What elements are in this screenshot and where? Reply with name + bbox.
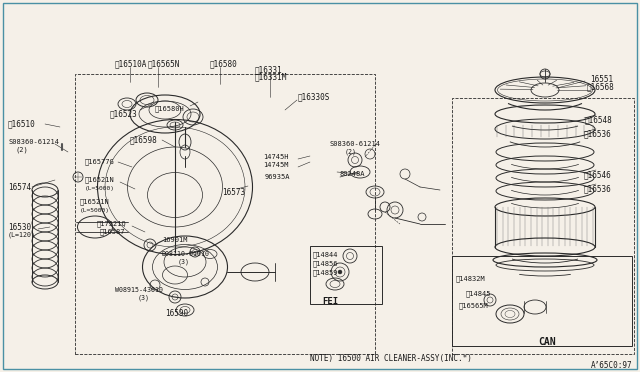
Text: ※16580H: ※16580H (155, 106, 185, 112)
Text: (2): (2) (345, 149, 357, 155)
Text: ※16598: ※16598 (130, 135, 157, 144)
Bar (75, 74, 375, 354)
Text: 14745M: 14745M (263, 162, 289, 168)
Text: (L=5000): (L=5000) (85, 186, 115, 190)
Text: 16574: 16574 (8, 183, 31, 192)
Text: ※16510: ※16510 (8, 119, 36, 128)
Text: (2): (2) (15, 147, 28, 153)
Text: ※16587: ※16587 (100, 229, 125, 235)
Text: ※14844: ※14844 (313, 252, 339, 258)
Text: 80248A: 80248A (340, 171, 365, 177)
Text: ※16580: ※16580 (210, 60, 237, 68)
Bar (310, 246, 382, 304)
Text: ※16330S: ※16330S (298, 93, 330, 102)
Text: ※16546: ※16546 (584, 170, 612, 180)
Text: 16901M: 16901M (162, 237, 188, 243)
Text: ※16331: ※16331 (255, 65, 283, 74)
Text: (L=5000): (L=5000) (80, 208, 110, 212)
Text: W08915-43610: W08915-43610 (115, 287, 163, 293)
Text: A’65C0:97: A’65C0:97 (590, 360, 632, 369)
Text: ※17521Q: ※17521Q (97, 221, 127, 227)
Text: 14745H: 14745H (263, 154, 289, 160)
Text: ※16577G: ※16577G (85, 159, 115, 165)
Text: ※16565M: ※16565M (459, 303, 489, 309)
Text: ※16510A: ※16510A (115, 60, 147, 68)
Text: NOTE) 16500 AIR CLEANER-ASSY(INC.*): NOTE) 16500 AIR CLEANER-ASSY(INC.*) (310, 353, 472, 362)
Text: 16530: 16530 (8, 222, 31, 231)
Text: ※14845: ※14845 (466, 291, 492, 297)
Bar (452, 256, 632, 346)
Text: ※16536: ※16536 (584, 185, 612, 193)
Text: (3): (3) (178, 259, 190, 265)
Text: ※16536: ※16536 (584, 129, 612, 138)
Text: CAN: CAN (538, 337, 556, 347)
Text: (L=120): (L=120) (8, 232, 36, 238)
Text: ※16331M: ※16331M (255, 73, 287, 81)
Text: 16590: 16590 (165, 310, 188, 318)
Text: S08360-61214: S08360-61214 (330, 141, 381, 147)
Text: ※16548: ※16548 (585, 115, 612, 125)
Circle shape (338, 270, 342, 274)
Bar (452, 98, 634, 354)
Text: B08110-61010: B08110-61010 (162, 251, 210, 257)
Text: ※16568: ※16568 (587, 83, 615, 92)
Text: ※16521N: ※16521N (80, 199, 109, 205)
Text: ※14859: ※14859 (313, 270, 339, 276)
Text: S08360-61214: S08360-61214 (8, 139, 59, 145)
Text: ※14856: ※14856 (313, 261, 339, 267)
Text: FEI: FEI (322, 296, 338, 305)
Text: ※16565N: ※16565N (148, 60, 180, 68)
Text: 16573: 16573 (222, 187, 245, 196)
Text: ※16521N: ※16521N (85, 177, 115, 183)
Text: 16551: 16551 (590, 74, 613, 83)
Text: ※14832M: ※14832M (456, 276, 486, 282)
Text: 96935A: 96935A (265, 174, 291, 180)
Text: (3): (3) (138, 295, 150, 301)
Text: ※16523: ※16523 (110, 109, 138, 119)
